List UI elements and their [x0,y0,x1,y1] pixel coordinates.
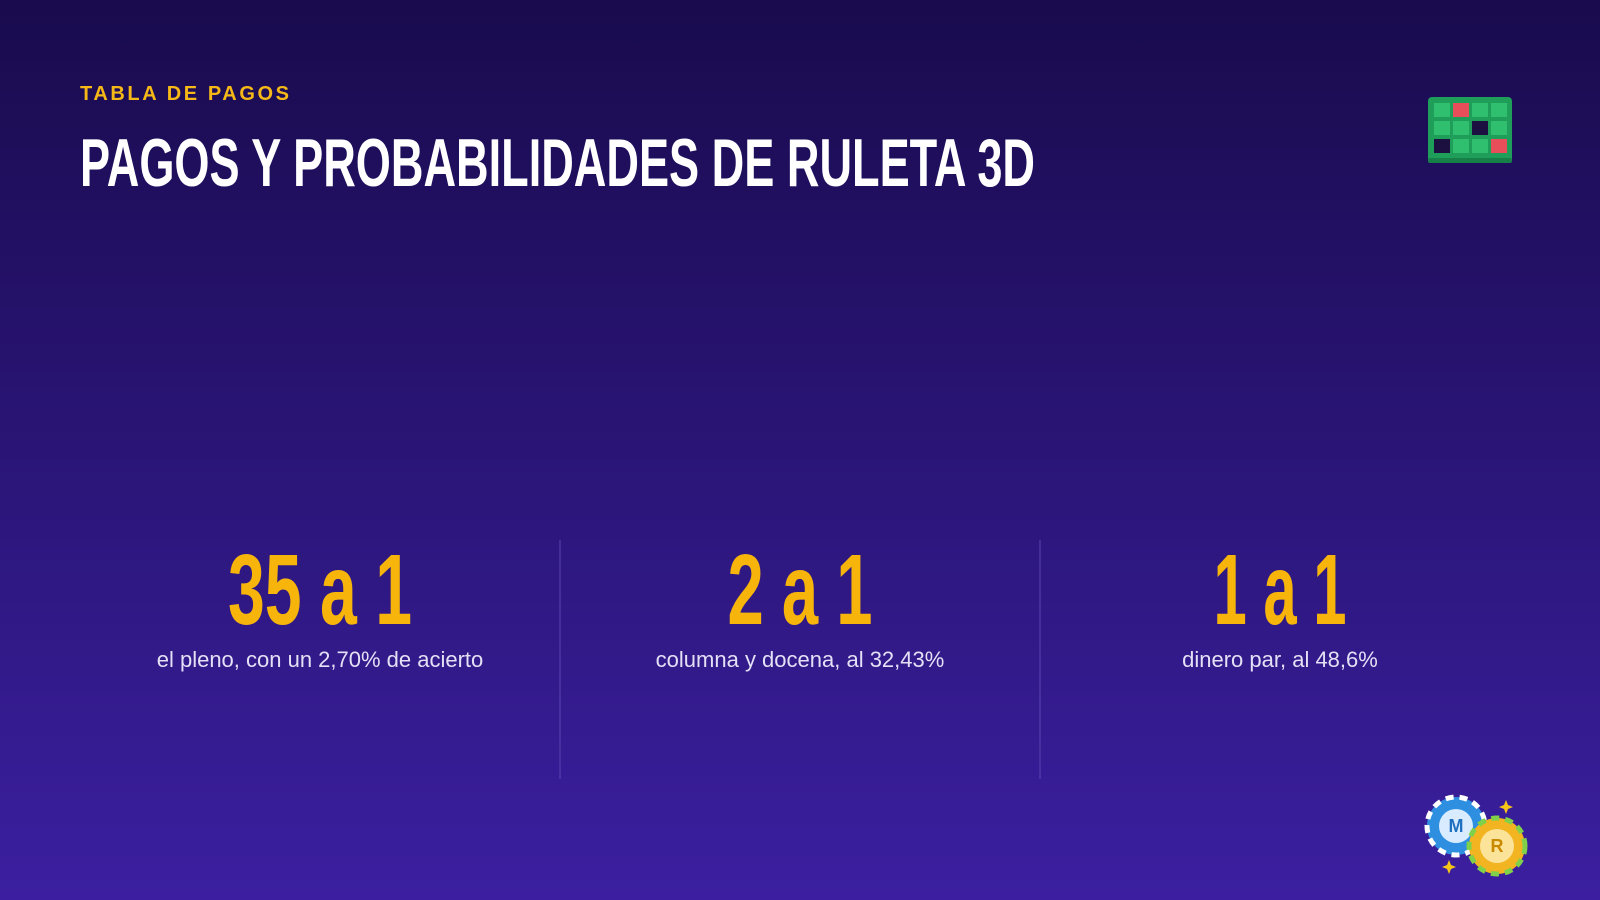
eyebrow: TABLA DE PAGOS [80,83,292,105]
stat-caption: el pleno, con un 2,70% de acierto [157,647,484,672]
stat-caption: dinero par, al 48,6% [1182,647,1378,672]
stat-value: 1 a 1 [1214,534,1347,646]
stat-value: 2 a 1 [728,534,873,646]
stat-value: 35 a 1 [228,534,412,646]
stat: 1 a 1 dinero par, al 48,6% [1182,534,1378,672]
chip-letter: R [1491,836,1504,856]
chip-letter: M [1449,816,1464,836]
stat-caption: columna y docena, al 32,43% [656,647,945,672]
roulette-icon [1428,97,1512,163]
chips-logo: M R [1424,794,1528,877]
stat: 2 a 1 columna y docena, al 32,43% [656,534,945,672]
title: PAGOS Y PROBABILIDADES DE RULETA 3D [80,125,1035,201]
stat: 35 a 1 el pleno, con un 2,70% de acierto [157,534,484,672]
